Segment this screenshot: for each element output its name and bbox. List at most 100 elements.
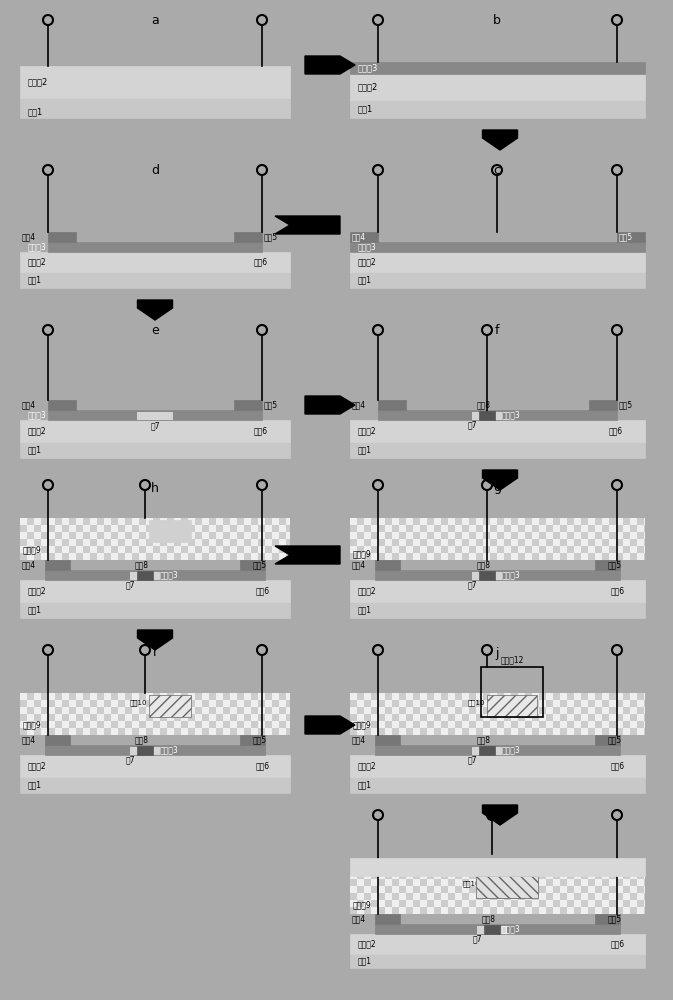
Bar <box>616 553 623 560</box>
Text: 槽7: 槽7 <box>472 934 482 944</box>
Bar <box>525 700 532 707</box>
Bar <box>216 714 223 721</box>
Bar <box>146 714 153 721</box>
Bar <box>20 793 290 805</box>
Bar <box>55 546 62 553</box>
Text: 钝化层9: 钝化层9 <box>353 720 371 730</box>
Bar <box>483 707 490 714</box>
Bar <box>237 700 244 707</box>
Bar <box>83 721 90 728</box>
Bar <box>581 886 588 893</box>
Bar <box>286 721 290 728</box>
Bar <box>420 907 427 914</box>
Bar <box>455 693 462 700</box>
Bar <box>595 553 602 560</box>
Bar <box>371 886 378 893</box>
Bar <box>364 707 371 714</box>
Bar <box>490 700 497 707</box>
Bar <box>149 520 191 542</box>
Bar <box>111 714 118 721</box>
Bar <box>546 553 553 560</box>
Bar <box>560 532 567 539</box>
Bar <box>104 518 111 525</box>
Bar <box>406 707 413 714</box>
Bar <box>76 728 83 735</box>
Bar <box>20 721 27 728</box>
Bar <box>83 532 90 539</box>
Bar <box>378 693 385 700</box>
Bar <box>286 707 290 714</box>
Bar <box>588 546 595 553</box>
Bar <box>595 560 620 570</box>
Bar <box>406 886 413 893</box>
Bar <box>216 721 223 728</box>
Bar <box>350 900 357 907</box>
Bar <box>378 539 385 546</box>
Bar <box>511 532 518 539</box>
Text: 源极4: 源极4 <box>352 232 366 241</box>
Bar <box>118 721 125 728</box>
Bar <box>560 539 567 546</box>
Bar <box>378 546 385 553</box>
Bar <box>34 728 41 735</box>
Bar <box>511 518 518 525</box>
Bar <box>216 532 223 539</box>
Bar <box>630 876 637 879</box>
Bar <box>427 525 434 532</box>
Bar <box>62 546 69 553</box>
Bar <box>462 879 469 886</box>
Bar <box>602 539 609 546</box>
Bar <box>286 714 290 721</box>
Bar <box>525 886 532 893</box>
Bar <box>511 728 518 735</box>
Bar <box>167 693 174 700</box>
Bar <box>195 525 202 532</box>
Bar <box>188 539 195 546</box>
Bar <box>139 714 146 721</box>
Bar <box>385 721 392 728</box>
Bar <box>539 539 546 546</box>
Bar <box>286 700 290 707</box>
Bar <box>139 728 146 735</box>
Bar <box>469 518 476 525</box>
Bar <box>286 532 290 539</box>
Bar <box>167 525 174 532</box>
Bar <box>616 525 623 532</box>
Bar <box>581 700 588 707</box>
Bar <box>350 721 357 728</box>
Bar <box>216 518 223 525</box>
Bar <box>644 539 645 546</box>
Bar <box>118 525 125 532</box>
Bar <box>420 714 427 721</box>
Bar <box>434 700 441 707</box>
Bar <box>90 700 97 707</box>
Bar <box>371 707 378 714</box>
Bar <box>413 900 420 907</box>
Bar <box>378 525 385 532</box>
Bar <box>392 518 399 525</box>
Bar <box>167 721 174 728</box>
Bar <box>427 907 434 914</box>
Bar <box>62 707 69 714</box>
Bar <box>469 693 476 700</box>
Bar <box>588 539 595 546</box>
Bar <box>511 525 518 532</box>
Bar <box>539 693 546 700</box>
Text: 漏极5: 漏极5 <box>264 232 278 241</box>
Bar <box>567 707 574 714</box>
Bar <box>553 893 560 900</box>
Bar <box>385 893 392 900</box>
Bar <box>623 907 630 914</box>
Bar <box>244 693 251 700</box>
Bar <box>20 693 27 700</box>
Bar <box>375 570 620 580</box>
Bar <box>230 525 237 532</box>
Bar <box>441 714 448 721</box>
Bar <box>525 728 532 735</box>
Bar <box>462 728 469 735</box>
Bar <box>644 879 645 886</box>
Bar <box>20 539 27 546</box>
Bar <box>272 714 279 721</box>
Bar <box>195 700 202 707</box>
Bar <box>406 525 413 532</box>
